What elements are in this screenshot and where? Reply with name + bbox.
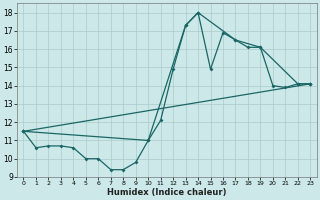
X-axis label: Humidex (Indice chaleur): Humidex (Indice chaleur): [107, 188, 227, 197]
